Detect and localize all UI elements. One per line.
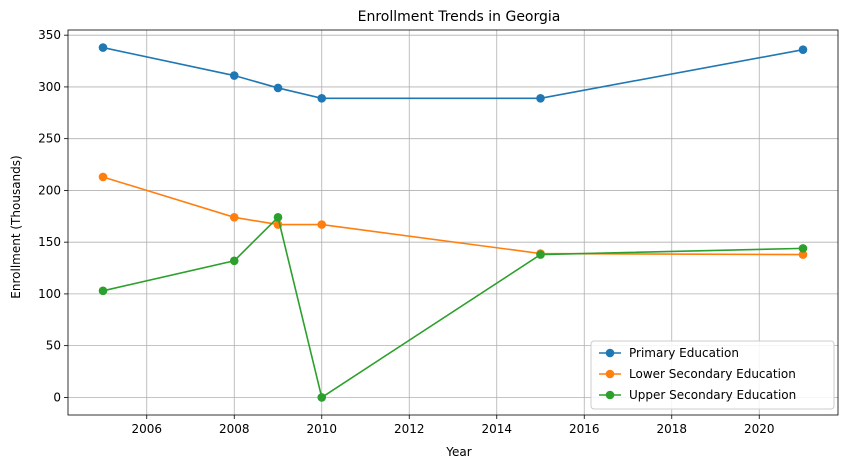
data-point xyxy=(798,45,808,54)
series-line xyxy=(102,46,804,100)
data-point xyxy=(798,244,808,253)
legend-item: Primary Education xyxy=(599,346,739,360)
y-tick-label: 350 xyxy=(38,28,61,42)
legend-item: Lower Secondary Education xyxy=(599,367,796,381)
legend-marker xyxy=(605,348,615,358)
x-tick-label: 2012 xyxy=(394,422,425,436)
x-axis-label: Year xyxy=(445,445,471,459)
data-point xyxy=(229,213,239,222)
y-tick-label: 50 xyxy=(46,339,61,353)
legend-item: Upper Secondary Education xyxy=(599,388,796,402)
legend-label: Primary Education xyxy=(629,346,739,360)
data-point xyxy=(536,250,545,259)
legend-marker xyxy=(605,369,615,379)
data-point xyxy=(98,286,108,296)
x-tick-label: 2008 xyxy=(219,422,250,436)
y-tick-label: 150 xyxy=(38,235,61,249)
x-tick-label: 2018 xyxy=(656,422,687,436)
data-point xyxy=(229,71,239,80)
legend: Primary Education Lower Secondary Educati… xyxy=(590,340,835,410)
data-point xyxy=(536,94,545,103)
x-tick-label: 2006 xyxy=(131,422,162,436)
data-point xyxy=(317,94,327,103)
chart-title: Enrollment Trends in Georgia xyxy=(358,9,561,25)
y-tick-label: 250 xyxy=(38,132,61,146)
legend-box xyxy=(590,340,835,410)
data-point xyxy=(273,83,283,93)
x-axis: 2006 2008 2010 2012 2014 2016 2018 2020 xyxy=(131,415,775,436)
series-2 xyxy=(98,213,808,402)
series-layer xyxy=(98,43,808,402)
series-line xyxy=(102,176,804,256)
legend-label: Upper Secondary Education xyxy=(629,388,796,402)
legend-marker xyxy=(605,390,615,400)
y-tick-label: 0 xyxy=(53,390,61,404)
y-tick-label: 100 xyxy=(38,287,61,301)
x-tick-label: 2020 xyxy=(744,422,775,436)
series-0 xyxy=(98,43,808,103)
x-tick-label: 2010 xyxy=(306,422,337,436)
data-point xyxy=(273,213,283,222)
data-point xyxy=(98,43,108,52)
y-tick-label: 300 xyxy=(38,80,61,94)
data-point xyxy=(229,256,239,266)
data-point xyxy=(98,172,108,182)
y-tick-label: 200 xyxy=(38,183,61,197)
data-point xyxy=(317,220,327,229)
y-axis-label: Enrollment (Thousands) xyxy=(9,155,23,298)
plot-frame xyxy=(67,29,839,416)
data-point xyxy=(798,250,808,259)
x-tick-label: 2016 xyxy=(569,422,600,436)
y-axis: 0 50 100 150 200 250 300 350 xyxy=(38,28,68,404)
series-line xyxy=(102,215,804,399)
series-1 xyxy=(98,172,808,259)
x-tick-label: 2014 xyxy=(481,422,512,436)
legend-label: Lower Secondary Education xyxy=(629,367,796,381)
data-point xyxy=(317,393,327,402)
